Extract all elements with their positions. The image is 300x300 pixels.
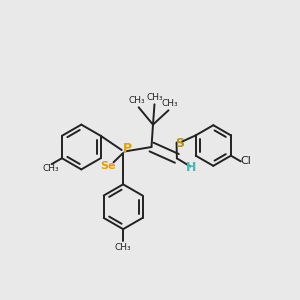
Text: CH₃: CH₃ [146, 93, 163, 102]
Text: CH₃: CH₃ [129, 96, 146, 105]
Text: CH₃: CH₃ [115, 242, 131, 251]
Text: CH₃: CH₃ [162, 99, 178, 108]
Text: S: S [175, 136, 184, 150]
Text: P: P [122, 142, 132, 155]
Text: Cl: Cl [241, 156, 251, 166]
Text: CH₃: CH₃ [43, 164, 59, 172]
Text: H: H [186, 161, 196, 174]
Text: Se: Se [100, 160, 115, 170]
